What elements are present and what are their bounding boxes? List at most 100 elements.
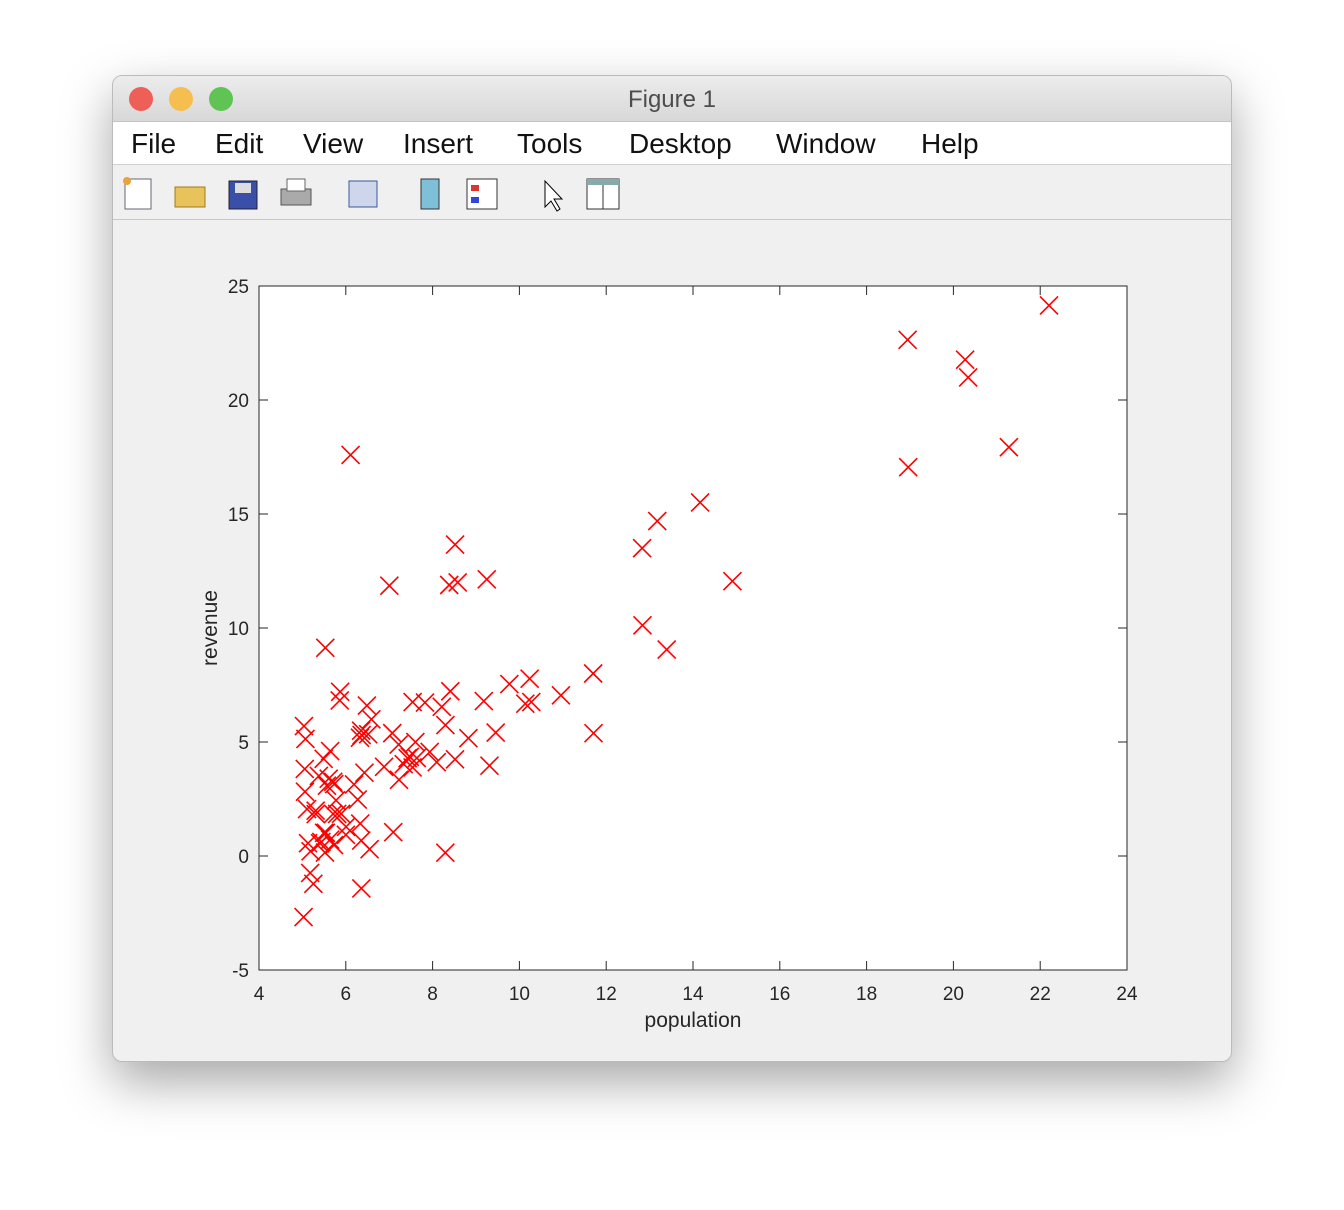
minimize-button[interactable] [169, 87, 193, 111]
legend-icon[interactable] [466, 178, 498, 210]
zoom-button[interactable] [209, 87, 233, 111]
data-point [351, 830, 371, 851]
data-point [435, 843, 455, 863]
menu-item[interactable]: File [131, 128, 177, 159]
data-point [958, 367, 978, 387]
title-bar: Figure 1 [113, 76, 1231, 122]
data-point [486, 722, 506, 743]
data-point [403, 757, 423, 777]
data-point [357, 695, 377, 716]
data-point [382, 723, 402, 743]
data-point [427, 752, 447, 772]
print-icon[interactable] [280, 178, 312, 206]
x-tick-label: 10 [509, 984, 530, 1005]
data-point [361, 709, 381, 729]
menu-item[interactable]: Insert [403, 128, 474, 159]
x-tick-label: 8 [427, 984, 438, 1005]
data-point [477, 569, 497, 589]
data-point [314, 749, 334, 769]
data-point [317, 776, 337, 796]
save-icon[interactable] [228, 180, 258, 210]
x-tick-label: 12 [596, 984, 617, 1005]
data-point [315, 638, 335, 658]
data-point [379, 576, 399, 596]
data-point [319, 769, 339, 789]
x-tick-label: 16 [769, 984, 790, 1005]
data-point [297, 799, 317, 819]
menu-item[interactable]: Edit [215, 128, 264, 159]
data-point [521, 692, 541, 712]
x-tick-label: 4 [254, 984, 265, 1005]
menu-item[interactable]: Tools [517, 128, 583, 159]
data-point [383, 822, 403, 842]
data-point [341, 445, 361, 465]
window-title: Figure 1 [627, 86, 717, 113]
property-icon[interactable] [586, 178, 620, 210]
data-point [551, 685, 571, 705]
data-point [358, 724, 378, 744]
data-point [315, 842, 335, 863]
data-point [448, 572, 468, 592]
data-point [344, 774, 364, 795]
colorbar-icon[interactable] [420, 178, 440, 210]
data-point [432, 697, 452, 717]
data-point [295, 782, 315, 802]
data-point [435, 715, 455, 735]
data-point [999, 437, 1019, 457]
x-tick-label: 6 [341, 984, 352, 1005]
close-button[interactable] [129, 87, 153, 111]
data-point [324, 835, 344, 855]
menu-item[interactable]: Desktop [629, 128, 732, 159]
y-tick-label: 25 [228, 277, 249, 298]
data-point [311, 832, 331, 852]
menu-bar: File Edit View Insert Tools Desktop Window Help [113, 122, 1231, 165]
data-point [330, 682, 350, 702]
toolbar-icons [123, 177, 620, 212]
link-icon[interactable] [348, 180, 378, 208]
data-point [331, 804, 351, 824]
data-point [722, 571, 742, 591]
x-tick-label: 14 [682, 984, 704, 1005]
plot-area: population revenue 4 6 8 10 12 14 16 18 20 22 24 -5… [199, 277, 1138, 1032]
data-point [690, 492, 710, 513]
data-point [320, 741, 340, 761]
data-point [583, 723, 604, 743]
data-point [440, 681, 460, 701]
y-axis-label: revenue [199, 590, 222, 666]
data-point [955, 350, 975, 370]
data-point [458, 728, 478, 748]
data-point [306, 804, 326, 824]
pointer-icon[interactable] [544, 179, 564, 212]
y-tick-label: 5 [238, 733, 249, 754]
data-point [351, 721, 371, 741]
data-point [295, 759, 315, 779]
data-point [300, 863, 320, 883]
data-point [898, 330, 918, 350]
data-point [374, 757, 394, 777]
open-icon[interactable] [174, 186, 206, 208]
x-tick-label: 20 [943, 984, 964, 1005]
data-point [323, 804, 343, 824]
data-point [316, 823, 336, 843]
new-icon[interactable] [123, 177, 152, 210]
data-point [583, 663, 603, 684]
x-tick-label: 18 [856, 984, 877, 1005]
data-point [515, 694, 535, 714]
menu-item[interactable]: View [303, 128, 364, 159]
menu-item[interactable]: Help [921, 128, 979, 159]
data-point [647, 511, 667, 531]
axes-box [258, 285, 1128, 971]
data-point [403, 692, 423, 712]
data-point [351, 878, 371, 898]
data-point [327, 804, 347, 824]
data-point [632, 615, 653, 635]
data-point [294, 907, 314, 927]
menu-item[interactable]: Window [776, 128, 876, 159]
y-tick-label: 10 [228, 619, 249, 640]
data-point [389, 770, 409, 790]
data-point [389, 735, 409, 755]
y-tick-label: 20 [228, 391, 249, 412]
data-point [348, 789, 368, 810]
data-point [323, 772, 343, 792]
y-tick-label: 0 [238, 847, 249, 868]
